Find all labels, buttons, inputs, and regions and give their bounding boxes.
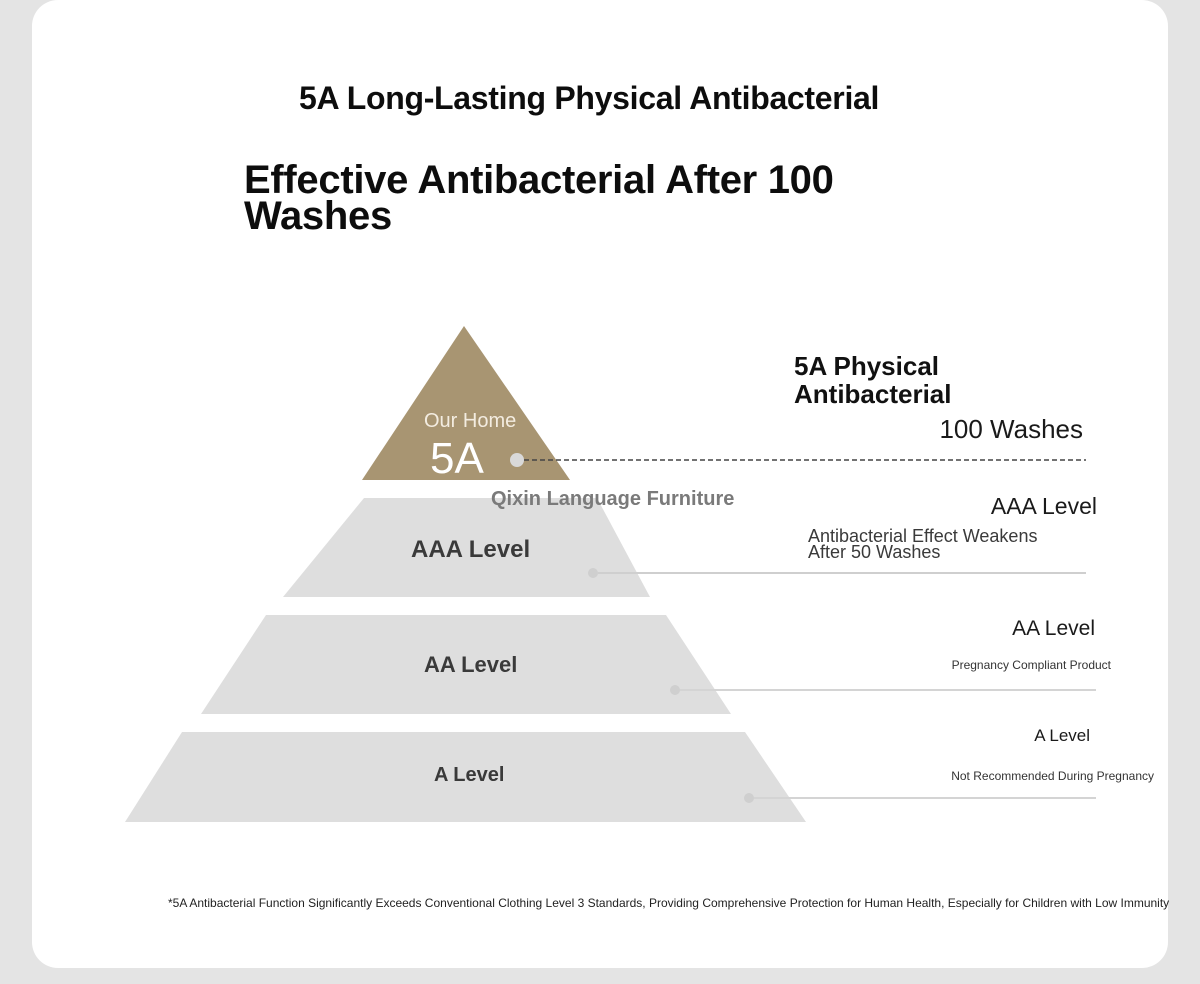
brand-name: Qixin Language Furniture (491, 488, 735, 510)
annotation-aaa-detail: Antibacterial Effect Weakens After 50 Wa… (808, 526, 1038, 562)
annotation-a-title: A Level (1034, 726, 1090, 745)
annotation-aa-title: AA Level (1012, 617, 1095, 640)
annotation-5a-detail: 100 Washes (939, 414, 1083, 444)
tier-label-aaa: AAA Level (411, 536, 531, 563)
annotation-a-detail: Not Recommended During Pregnancy (951, 769, 1154, 783)
leader-dot-5a (510, 453, 524, 467)
pyramid-top-grade: 5A (430, 434, 484, 483)
page-subtitle: Effective Antibacterial After 100 Washes (244, 158, 834, 238)
annotation-aaa-title: AAA Level (990, 493, 1097, 519)
footnote: *5A Antibacterial Function Significantly… (168, 896, 1170, 910)
pyramid-tier-aaa (283, 498, 650, 597)
annotation-5a-title: 5A Physical Antibacterial (794, 351, 952, 409)
pyramid-top-5a (362, 326, 570, 480)
tier-label-aa: AA Level (424, 652, 518, 677)
leader-dot-aa (670, 685, 680, 695)
pyramid-tier-a (125, 732, 806, 822)
pyramid-tier-aa (201, 615, 731, 714)
annotation-aa-detail: Pregnancy Compliant Product (951, 658, 1111, 672)
page-title: 5A Long-Lasting Physical Antibacterial (299, 80, 880, 116)
pyramid-top-label: Our Home (424, 410, 517, 432)
tier-label-a: A Level (434, 764, 505, 786)
leader-dot-a (744, 793, 754, 803)
leader-dot-aaa (588, 568, 598, 578)
